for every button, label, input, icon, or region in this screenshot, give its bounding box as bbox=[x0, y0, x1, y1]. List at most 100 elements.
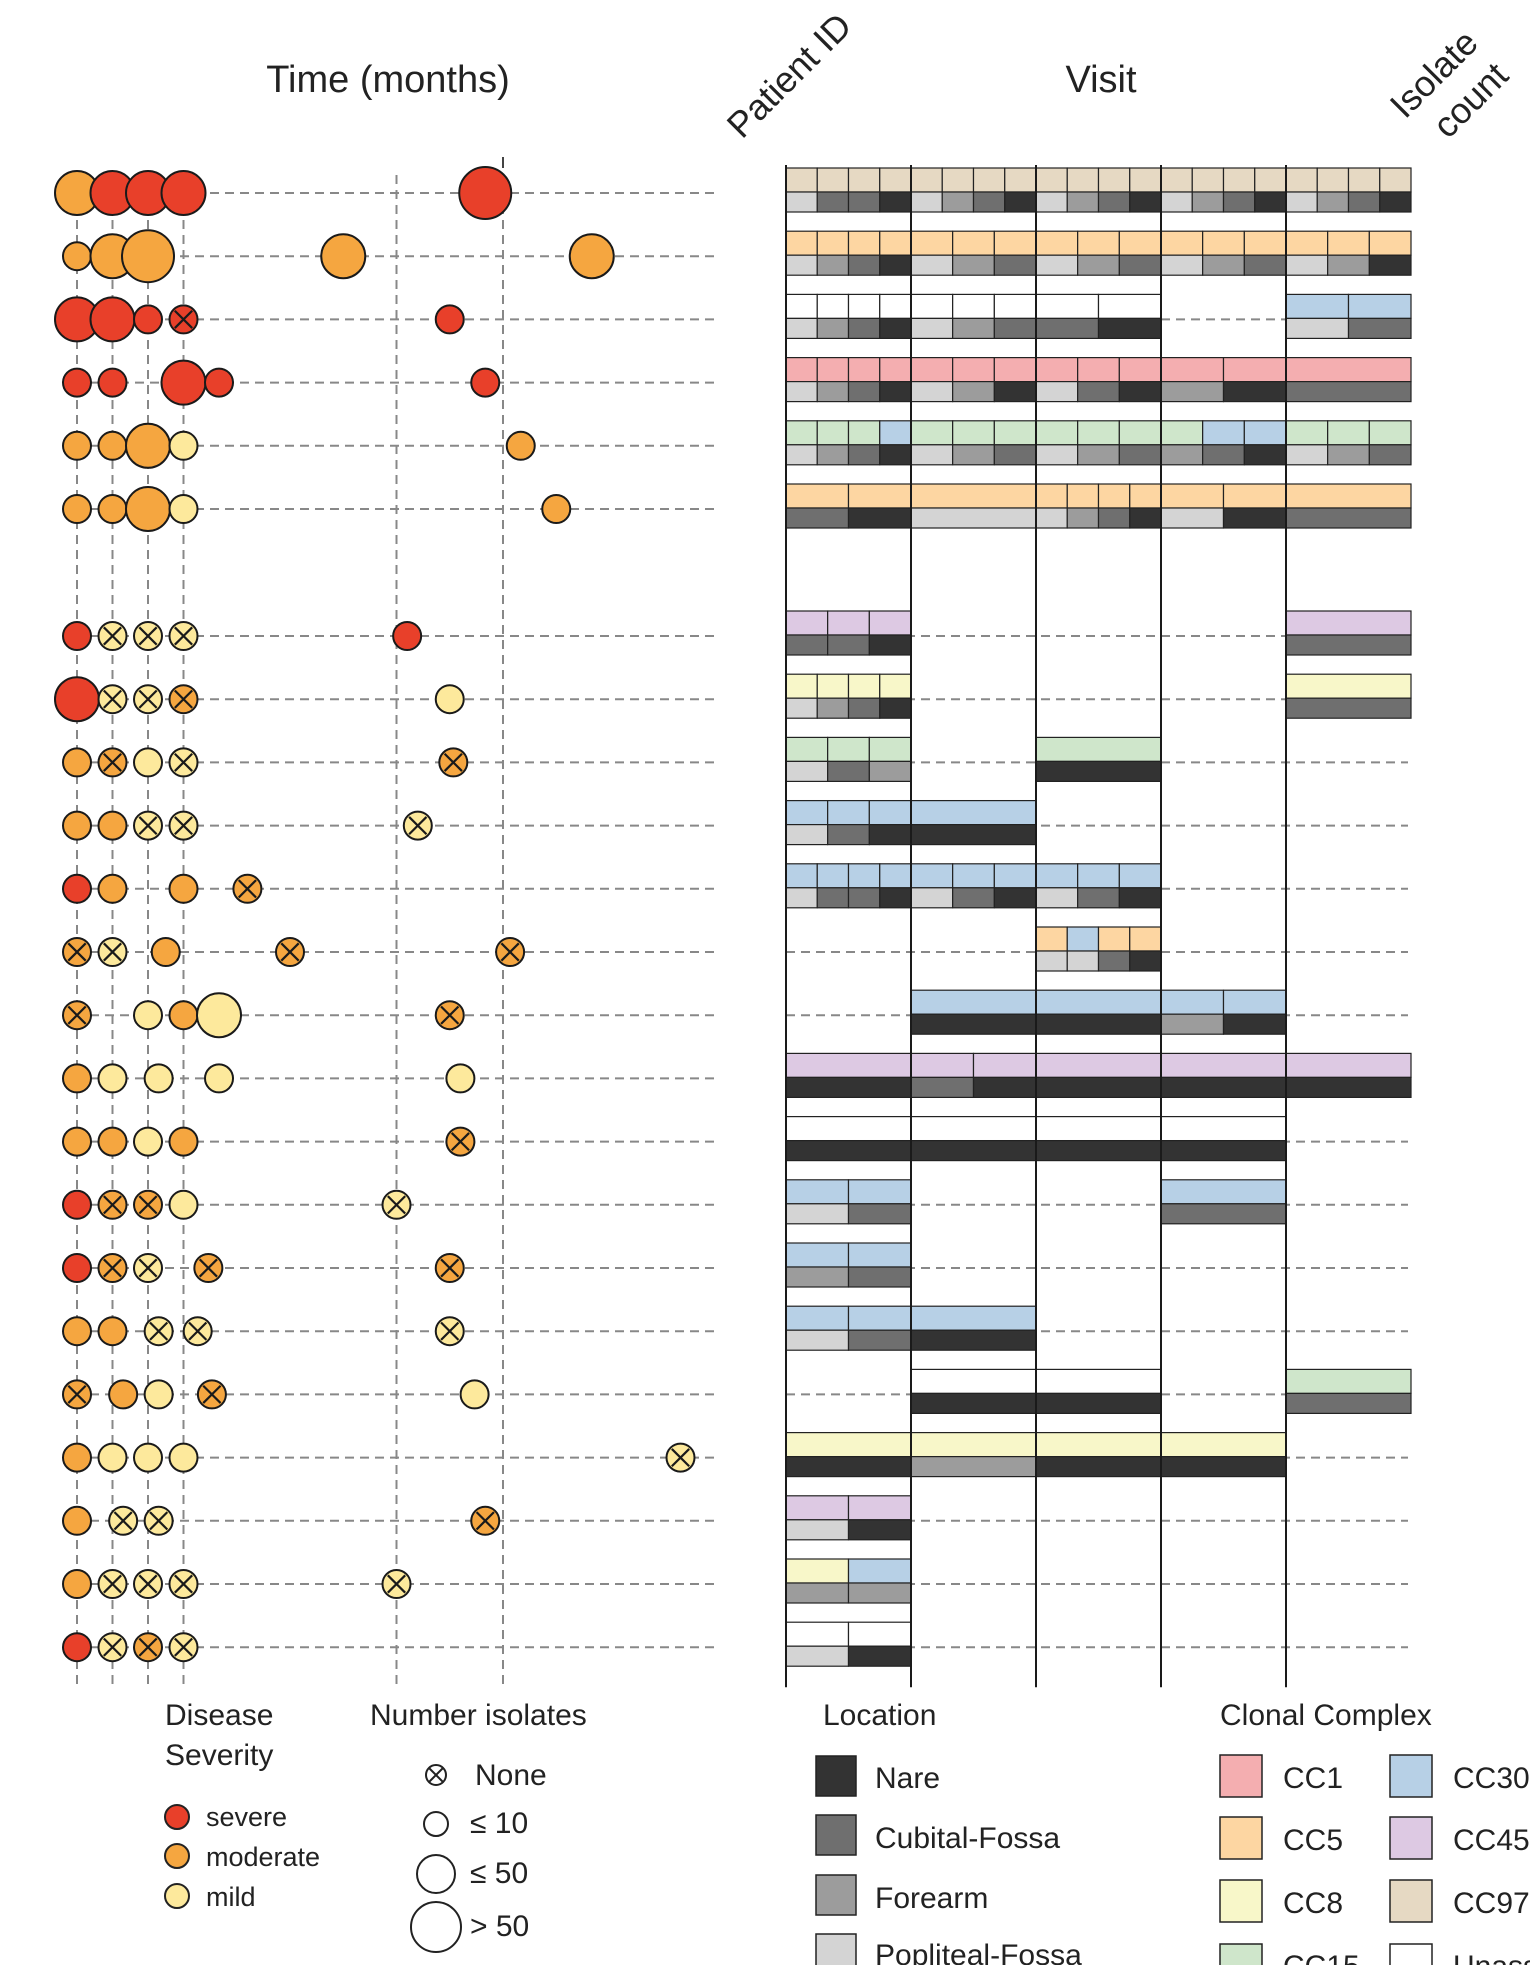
timepoint-dot-moderate bbox=[62, 1126, 92, 1157]
location-segment-nare bbox=[879, 317, 912, 339]
clonal-complex-segment-cc1 bbox=[993, 357, 1037, 383]
location-segment-popliteal-fossa bbox=[785, 381, 818, 403]
clonal-complex-segment-cc97 bbox=[1254, 167, 1287, 193]
location-segment-popliteal-fossa bbox=[1035, 950, 1068, 972]
timepoint-dot-moderate bbox=[125, 422, 171, 469]
clonal-complex-segment-cc15 bbox=[993, 420, 1037, 446]
timepoint-dot-moderate bbox=[62, 1505, 92, 1536]
no-isolates-cross-icon bbox=[103, 626, 122, 646]
cc-label-cc30: CC30 bbox=[1453, 1762, 1530, 1795]
clonal-complex-segment-cc30 bbox=[1160, 989, 1225, 1015]
timepoint-dot-severe bbox=[62, 621, 92, 651]
location-segment-popliteal-fossa bbox=[910, 381, 954, 403]
clonal-complex-segment-cc8 bbox=[816, 673, 850, 699]
location-segment-nare bbox=[993, 381, 1037, 403]
location-swatch-forearm bbox=[815, 1874, 857, 1916]
location-segment-popliteal-fossa bbox=[785, 697, 818, 719]
location-segment-cubital-fossa bbox=[910, 1076, 975, 1099]
no-isolates-cross-icon bbox=[138, 1258, 158, 1278]
location-segment-nare bbox=[1160, 1139, 1287, 1162]
clonal-complex-segment-cc5 bbox=[1118, 230, 1162, 256]
location-segment-nare bbox=[879, 444, 912, 466]
clonal-complex-segment-cc30 bbox=[1222, 989, 1287, 1015]
location-segment-forearm bbox=[1327, 254, 1370, 276]
location-segment-nare bbox=[993, 887, 1037, 909]
clonal-complex-segment-cc5 bbox=[910, 230, 954, 256]
location-segment-forearm bbox=[1160, 444, 1204, 466]
clonal-complex-segment-cc45 bbox=[868, 610, 912, 636]
clonal-complex-segment-cc5 bbox=[1202, 230, 1245, 256]
location-segment-nare bbox=[910, 1329, 1037, 1351]
location-segment-cubital-fossa bbox=[785, 507, 850, 529]
clonal-complex-segment-cc45 bbox=[972, 1052, 1037, 1079]
location-label-nare: Nare bbox=[875, 1762, 940, 1795]
location-segment-cubital-fossa bbox=[847, 381, 881, 403]
timepoint-dot-mild bbox=[143, 1379, 174, 1410]
location-segment-cubital-fossa bbox=[1285, 697, 1412, 719]
clonal-complex-segment-cc30 bbox=[910, 799, 1037, 826]
cc-label-cc45: CC45 bbox=[1453, 1824, 1530, 1857]
location-segment-cubital-fossa bbox=[993, 317, 1037, 339]
clonal-complex-segment-cc5 bbox=[1035, 926, 1068, 952]
location-segment-nare bbox=[1129, 950, 1162, 972]
legend-number-isolates: Number isolates None ≤ 10 ≤ 50 > 50 bbox=[370, 1699, 587, 1953]
timepoint-dot-severe bbox=[160, 170, 207, 216]
clonal-complex-segment-cc97 bbox=[1285, 167, 1318, 193]
clonal-complex-segment-cc5 bbox=[910, 483, 1037, 509]
no-isolates-cross-icon bbox=[440, 1321, 460, 1341]
no-isolates-cross-icon bbox=[443, 752, 463, 772]
clonal-complex-segment-cc97 bbox=[785, 167, 818, 193]
timepoint-dot-severe bbox=[62, 1253, 92, 1283]
no-isolates-cross-icon bbox=[237, 879, 257, 899]
location-segment-forearm bbox=[816, 254, 850, 276]
location-segment-popliteal-fossa bbox=[1035, 887, 1079, 909]
clonal-complex-segment-unassigned bbox=[1035, 1115, 1162, 1142]
no-isolates-cross-icon bbox=[408, 816, 428, 836]
cc-label-cc8: CC8 bbox=[1283, 1887, 1343, 1920]
location-segment-popliteal-fossa bbox=[1035, 381, 1079, 403]
timepoint-dot-mild bbox=[97, 1063, 128, 1094]
isolates-size-le10 bbox=[423, 1811, 449, 1837]
severity-title-line2: Severity bbox=[165, 1739, 273, 1772]
location-segment-nare bbox=[868, 634, 912, 656]
patient-id-header: Patient ID bbox=[719, 5, 860, 146]
location-segment-nare bbox=[1129, 191, 1162, 213]
no-isolates-cross-icon bbox=[103, 1574, 122, 1594]
location-segment-popliteal-fossa bbox=[785, 1329, 850, 1351]
location-segment-cubital-fossa bbox=[1285, 634, 1412, 656]
no-isolates-cross-icon bbox=[450, 1132, 470, 1152]
no-isolates-cross-icon bbox=[103, 942, 122, 962]
location-segment-forearm bbox=[816, 444, 850, 466]
clonal-complex-segment-cc5 bbox=[1097, 926, 1131, 952]
clonal-complex-segment-cc30 bbox=[993, 863, 1037, 889]
location-segment-forearm bbox=[785, 1582, 850, 1604]
location-segment-nare bbox=[910, 1013, 1037, 1035]
clonal-complex-segment-cc97 bbox=[1129, 167, 1162, 193]
clonal-complex-segment-cc45 bbox=[1035, 1052, 1162, 1079]
clonal-complex-segment-unassigned bbox=[847, 293, 881, 319]
location-segment-cubital-fossa bbox=[972, 191, 1006, 213]
clonal-complex-segment-cc97 bbox=[941, 167, 975, 193]
no-isolates-cross-icon bbox=[440, 1005, 460, 1025]
location-segment-cubital-fossa bbox=[1160, 1203, 1287, 1225]
clonal-complex-segment-cc5 bbox=[1035, 483, 1068, 509]
severity-label-severe: severe bbox=[206, 1802, 287, 1832]
clonal-complex-segment-cc1 bbox=[816, 357, 850, 383]
timepoint-dot-mild bbox=[133, 1442, 163, 1473]
clonal-complex-segment-cc30 bbox=[1347, 293, 1412, 319]
clonal-complex-segment-cc45 bbox=[785, 610, 829, 636]
location-segment-nare bbox=[847, 1519, 912, 1541]
location-segment-cubital-fossa bbox=[1202, 444, 1245, 466]
no-isolates-cross-icon bbox=[198, 1258, 218, 1278]
location-segment-nare bbox=[1004, 191, 1037, 213]
timepoint-dot-severe bbox=[392, 621, 423, 651]
clonal-complex-segment-cc45 bbox=[827, 610, 870, 636]
no-isolates-cross-icon bbox=[387, 1195, 406, 1215]
clonal-complex-segment-cc30 bbox=[785, 799, 829, 826]
location-segment-cubital-fossa bbox=[847, 1203, 912, 1225]
clonal-complex-segment-cc5 bbox=[1077, 230, 1120, 256]
clonal-complex-segment-cc30 bbox=[879, 863, 912, 889]
clonal-complex-segment-unassigned bbox=[785, 1115, 912, 1142]
location-segment-cubital-fossa bbox=[847, 254, 881, 276]
